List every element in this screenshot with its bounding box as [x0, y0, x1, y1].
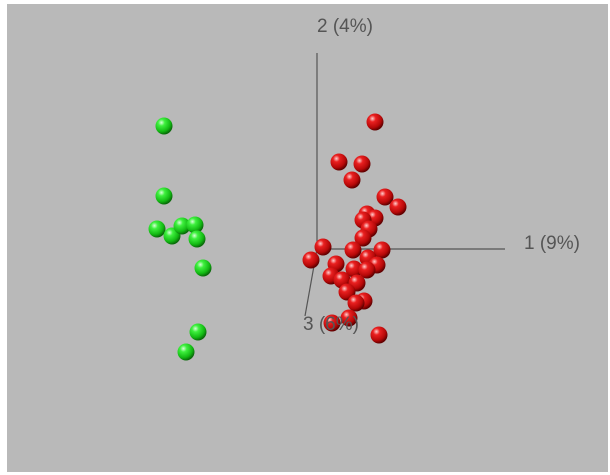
data-point: [155, 187, 173, 205]
plot-area[interactable]: 2 (4%) 1 (9%) 3 (6%): [7, 4, 608, 472]
data-point: [389, 198, 407, 216]
data-point: [189, 323, 207, 341]
data-point: [188, 230, 206, 248]
data-point: [353, 155, 371, 173]
data-point: [155, 117, 173, 135]
y-axis-label: 2 (4%): [317, 16, 373, 37]
scatter-3d-chart[interactable]: 2 (4%) 1 (9%) 3 (6%): [7, 4, 608, 472]
data-point: [343, 171, 361, 189]
data-point: [177, 343, 195, 361]
data-points: [148, 113, 407, 361]
z-axis-label: 3 (6%): [303, 314, 359, 335]
data-point: [354, 229, 372, 247]
data-point: [330, 153, 348, 171]
data-point: [366, 113, 384, 131]
data-point: [344, 241, 362, 259]
data-point: [186, 216, 204, 234]
data-point: [358, 261, 376, 279]
data-point: [376, 188, 394, 206]
x-axis-label: 1 (9%): [524, 233, 580, 254]
data-point: [373, 241, 391, 259]
data-point: [370, 326, 388, 344]
data-point: [148, 220, 166, 238]
data-point: [323, 314, 341, 332]
data-point: [173, 217, 191, 235]
data-point: [340, 309, 358, 327]
data-point: [345, 260, 363, 278]
data-point: [302, 251, 320, 269]
data-point: [347, 294, 365, 312]
data-point: [194, 259, 212, 277]
data-point: [314, 238, 332, 256]
